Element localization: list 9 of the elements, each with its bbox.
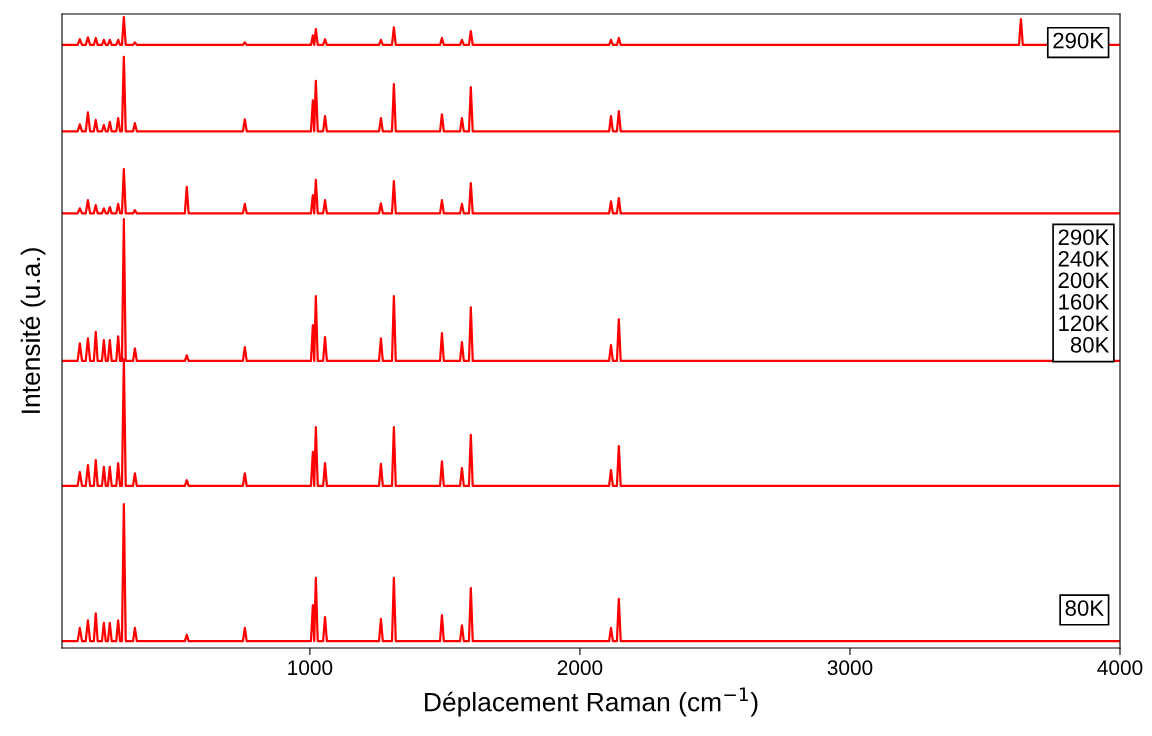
x-tick-label: 3000 — [827, 660, 873, 676]
y-axis-title: Intensité (u.a.) — [20, 248, 46, 413]
x-axis-title: Déplacement Raman (cm$^{−1}$) — [425, 687, 758, 717]
x-tick-label: 1000 — [288, 660, 333, 676]
annotation: 290K 240K 200K 160K 120K 80K — [1058, 229, 1110, 353]
x-tick-label: 4000 — [1097, 660, 1143, 676]
annotation: 290K — [1053, 32, 1104, 49]
x-tick-label: 2000 — [557, 660, 603, 676]
annotation: 80K — [1065, 600, 1104, 616]
